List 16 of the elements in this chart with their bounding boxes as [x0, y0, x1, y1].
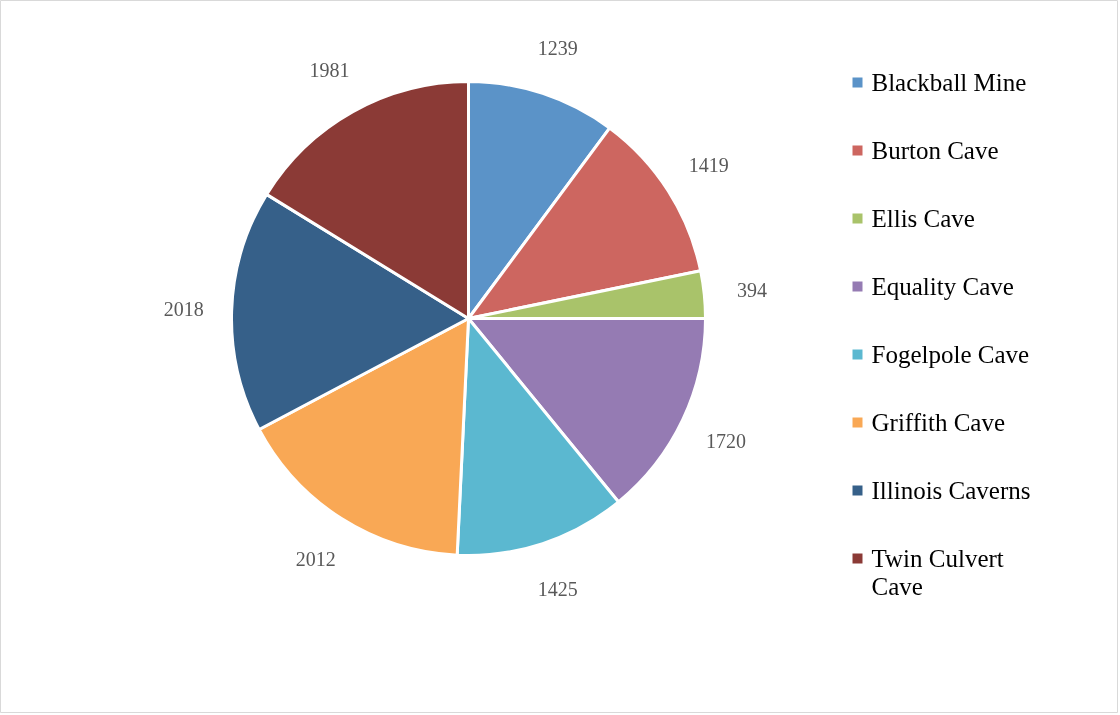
data-label: 1425	[537, 578, 578, 601]
legend-label: Equality Cave	[871, 273, 1014, 300]
data-label: 394	[737, 278, 768, 301]
data-label: 1239	[537, 36, 578, 59]
data-label: 1419	[688, 154, 729, 177]
legend-label: Blackball Mine	[871, 69, 1027, 96]
legend-label: Illinois Caverns	[871, 477, 1031, 504]
data-label: 2012	[295, 548, 336, 571]
legend-label: Fogelpole Cave	[871, 341, 1030, 368]
legend-label: Ellis Cave	[871, 205, 975, 232]
data-label: 1720	[706, 429, 747, 452]
data-label: 2018	[163, 298, 204, 321]
legend-label: Twin Culvert Cave	[871, 545, 1004, 600]
data-label: 1981	[309, 58, 350, 81]
legend-label: Burton Cave	[871, 137, 999, 164]
legend-label: Griffith Cave	[871, 409, 1006, 436]
